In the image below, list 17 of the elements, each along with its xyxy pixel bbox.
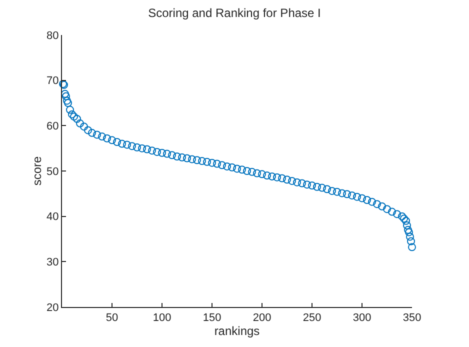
- x-tick-label: 100: [152, 312, 172, 324]
- y-tick-label: 70: [46, 75, 59, 88]
- x-tick-label: 50: [106, 312, 118, 324]
- y-tick-label: 30: [46, 256, 59, 269]
- x-tick-label: 150: [202, 312, 222, 324]
- y-tick-label: 40: [46, 211, 59, 224]
- y-tick-label: 20: [46, 302, 59, 314]
- y-tick-label: 50: [46, 166, 59, 178]
- x-tick-label: 200: [252, 312, 272, 324]
- x-tick-label: 300: [352, 312, 372, 324]
- chart-title: Scoring and Ranking for Phase I: [148, 6, 321, 20]
- y-tick-label: 60: [46, 120, 59, 133]
- x-tick-label: 350: [402, 312, 422, 324]
- y-tick-label: 80: [46, 30, 59, 42]
- x-axis-title: rankings: [214, 324, 260, 338]
- y-axis-title: score: [30, 156, 44, 186]
- x-tick-label: 250: [302, 312, 322, 324]
